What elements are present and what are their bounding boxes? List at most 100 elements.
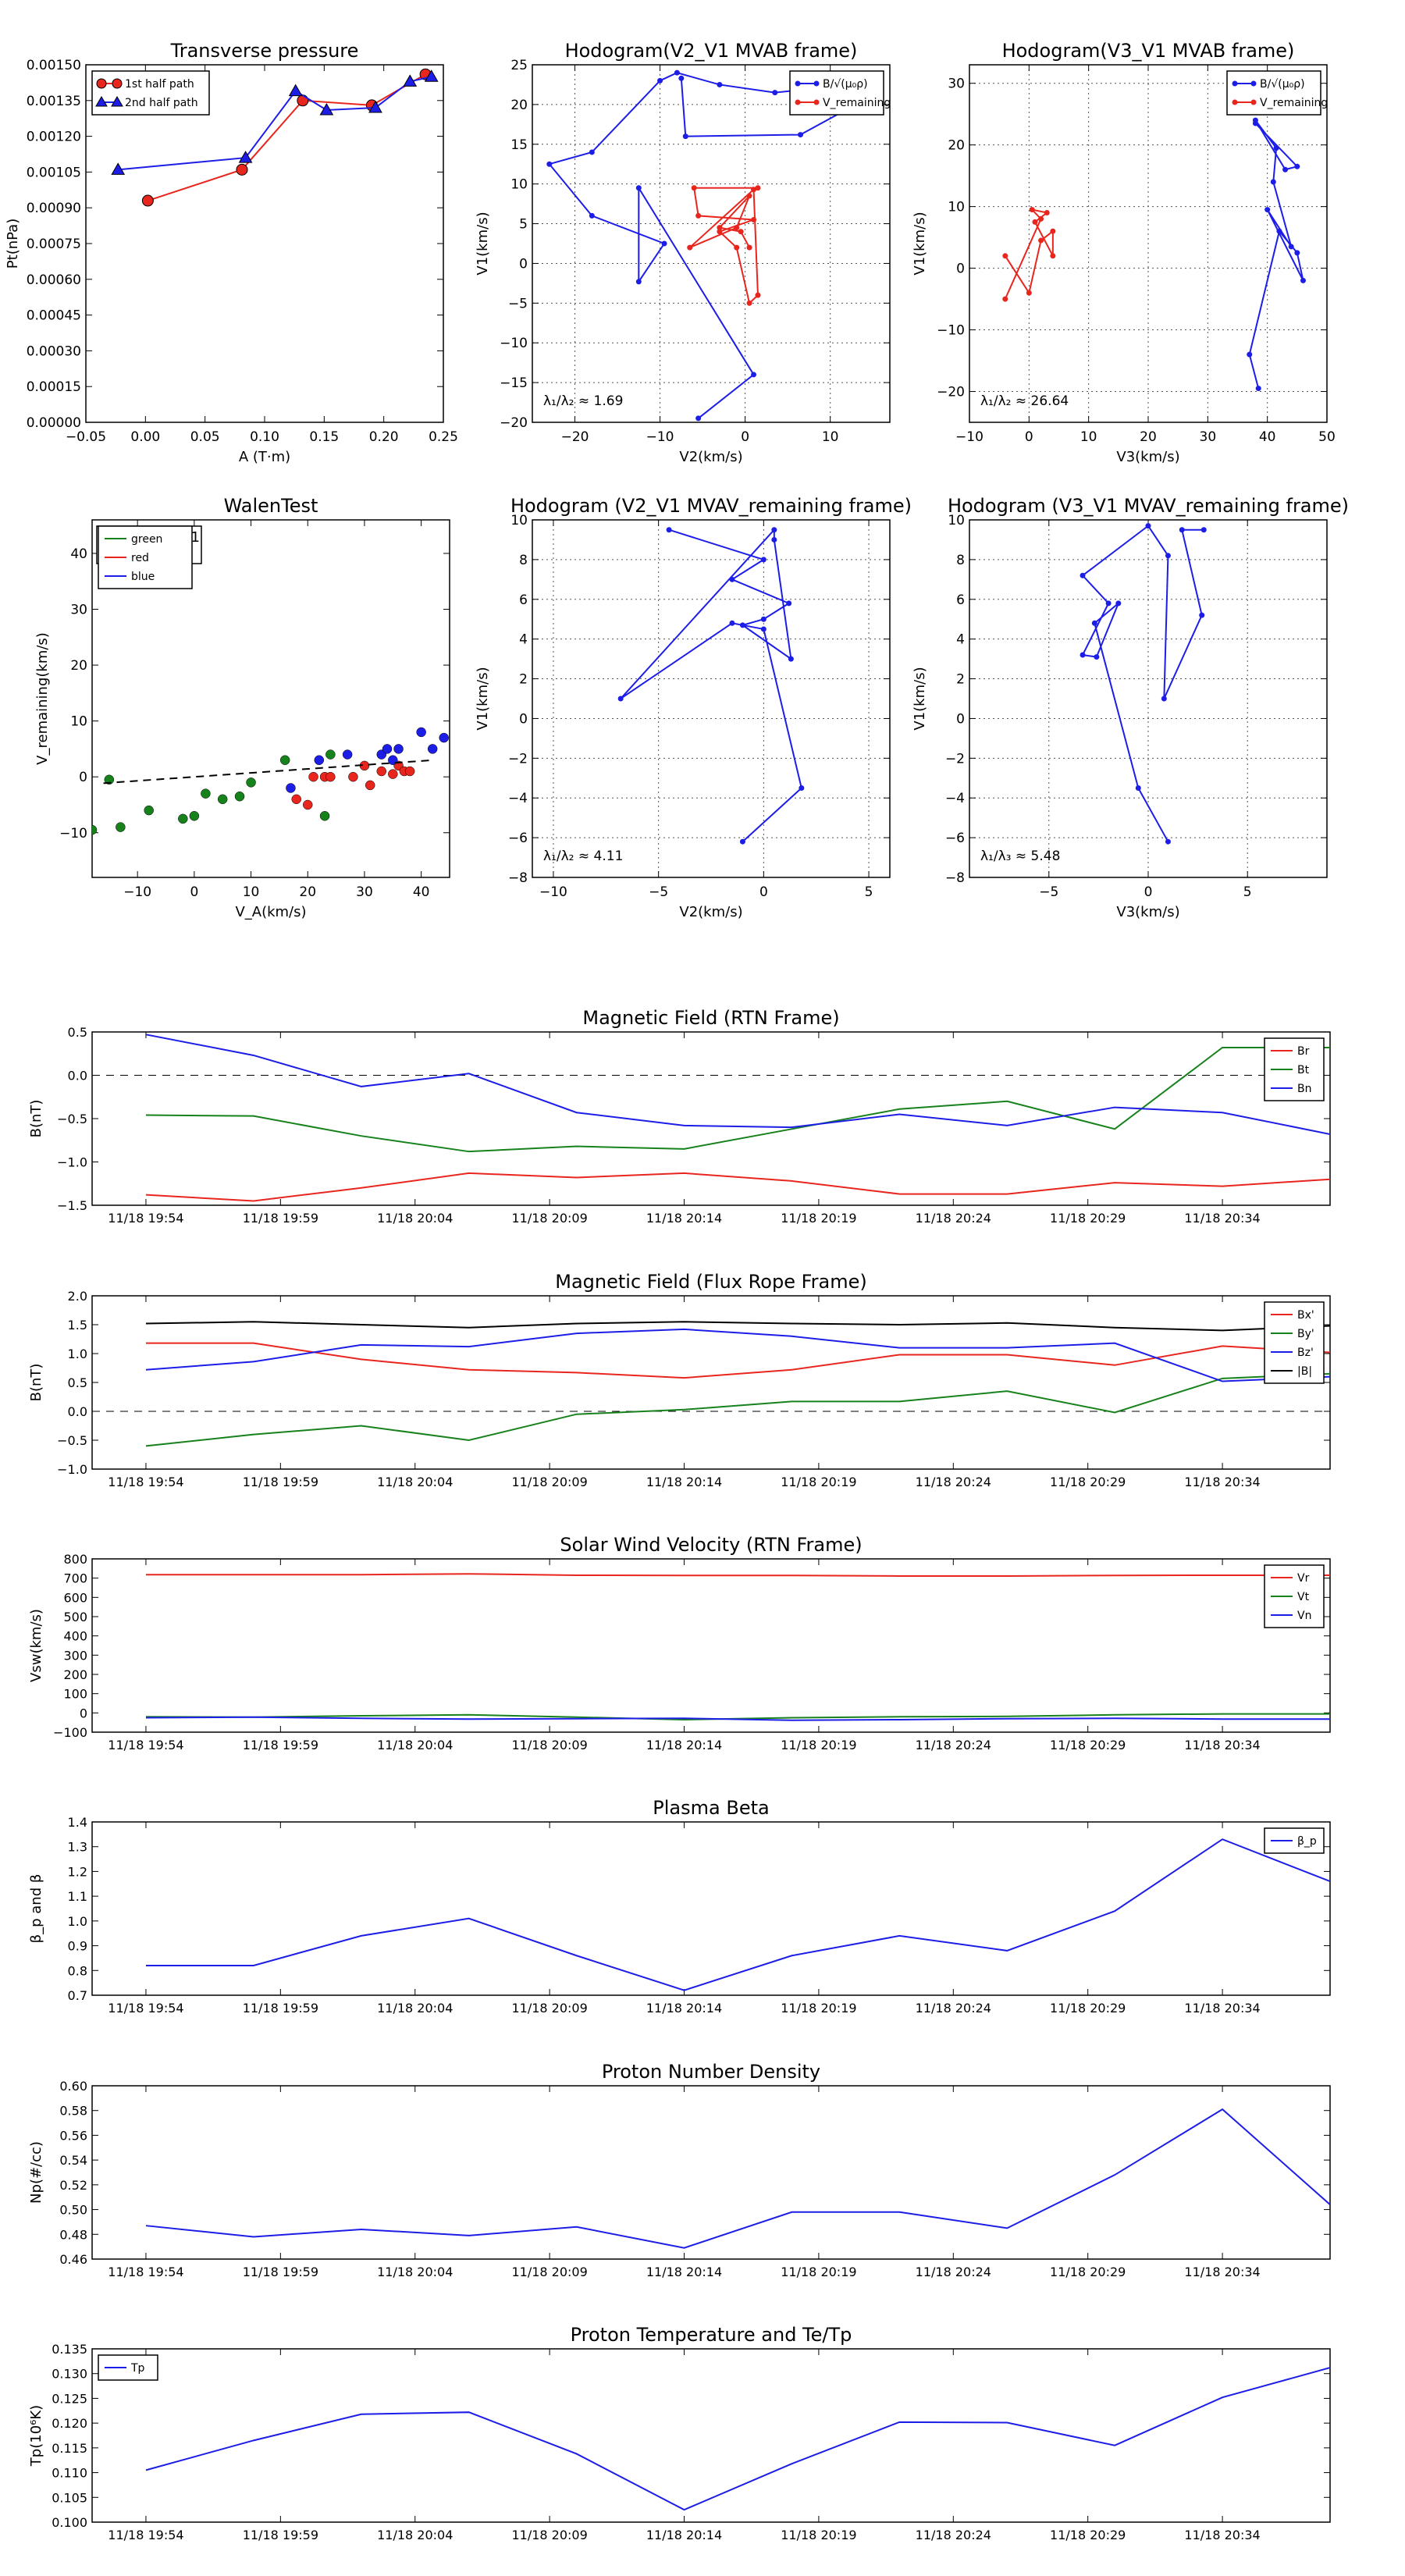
magnetic_field_flux_rope-series-line — [145, 1328, 1330, 1382]
walen_test-ytick-label: 30 — [70, 603, 87, 618]
magnetic_field_flux_rope-xtick-label: 11/18 20:24 — [916, 1475, 991, 1489]
solar_wind_velocity-data — [145, 1573, 1330, 1721]
hodogram_v3v1_mvab-xlabel: V3(km/s) — [1116, 449, 1179, 465]
hodogram_v3v1_mvav-marker — [1091, 620, 1097, 626]
magnetic_field_flux_rope-ylabel: B(nT) — [28, 1364, 44, 1402]
transverse_pressure-ytick-label: 0.00150 — [27, 58, 81, 73]
hodogram_v3v1_mvab-marker — [1044, 210, 1050, 216]
solar_wind_velocity-ytick-label: 0 — [80, 1706, 87, 1720]
walen_test-point — [144, 805, 154, 816]
hodogram_v2v1_mvab-ytick-label: −15 — [500, 375, 528, 391]
magnetic_field_flux_rope-ytick-label: 2.0 — [68, 1289, 87, 1304]
solar_wind_velocity-ytick-label: 200 — [63, 1667, 87, 1682]
hodogram_v3v1_mvab-marker — [1294, 250, 1300, 256]
hodogram_v2v1_mvav-marker — [760, 557, 767, 563]
walen_test-point — [303, 799, 313, 810]
hodogram_v3v1_mvav-xtick-label: 0 — [1144, 884, 1153, 900]
magnetic_field_rtn-ytick-label: −1.0 — [57, 1155, 87, 1170]
hodogram_v2v1_mvav-data — [617, 527, 805, 845]
walen_test-ylabel: V_remaining(km/s) — [34, 632, 51, 765]
magnetic_field_flux_rope-xtick-label: 11/18 20:34 — [1184, 1475, 1260, 1489]
magnetic_field_flux_rope-title: Magnetic Field (Flux Rope Frame) — [555, 1271, 866, 1293]
hodogram_v3v1_mvav-ytick-label: 0 — [956, 711, 965, 727]
walen_test-xtick-label: 10 — [243, 884, 260, 900]
hodogram_v2v1_mvav-xlabel: V2(km/s) — [679, 904, 742, 920]
hodogram_v2v1_mvab-xtick-label: 0 — [741, 429, 749, 445]
hodogram_v2v1_mvav-marker — [771, 536, 777, 543]
hodogram_v2v1_mvab-marker — [691, 185, 697, 191]
walen_test-xtick-label: −10 — [123, 884, 151, 900]
transverse_pressure-title: Transverse pressure — [170, 40, 359, 62]
proton_density-ytick-label: 0.54 — [59, 2153, 87, 2168]
walen_test-axes-frame — [91, 519, 450, 878]
solar_wind_velocity-xtick-label: 11/18 19:54 — [108, 1738, 183, 1752]
walen_test-point — [201, 788, 211, 799]
magnetic_field_rtn-xtick-label: 11/18 20:24 — [916, 1211, 991, 1226]
walen_test-point — [104, 774, 115, 785]
transverse_pressure-marker — [403, 74, 418, 87]
hodogram_v3v1_mvab-ytick-label: 20 — [948, 138, 965, 154]
transverse_pressure-legend-label: 2nd half path — [125, 97, 198, 109]
solar_wind_velocity-ytick-label: 300 — [63, 1648, 87, 1663]
walen_test-legend-label: red — [131, 552, 149, 564]
hodogram_v2v1_mvab-annotation: λ₁/λ₂ ≈ 1.69 — [543, 393, 623, 409]
hodogram_v3v1_mvav-xlabel: V3(km/s) — [1116, 904, 1179, 920]
hodogram_v3v1_mvav-marker — [1105, 600, 1112, 607]
walen_test-point — [314, 755, 325, 765]
magnetic_field_rtn-ytick-label: 0.5 — [68, 1025, 87, 1040]
hodogram_v2v1_mvab-marker — [734, 225, 740, 231]
hodogram_v3v1_mvab-xtick-label: 50 — [1318, 429, 1336, 445]
transverse_pressure-ytick-label: 0.00045 — [27, 308, 81, 324]
magnetic_field_flux_rope-legend-label: Bx' — [1297, 1309, 1314, 1322]
hodogram_v3v1_mvav-ytick-label: −2 — [945, 751, 965, 767]
magnetic_field_rtn-legend-label: Bt — [1297, 1064, 1310, 1076]
hodogram_v3v1_mvav-title: Hodogram (V3_V1 MVAV_remaining frame) — [948, 495, 1349, 517]
hodogram_v3v1_mvav-marker — [1080, 572, 1086, 578]
plasma_beta-legend-label: β_p — [1297, 1835, 1317, 1848]
hodogram_v2v1_mvab-marker — [717, 229, 723, 235]
plasma_beta-title: Plasma Beta — [653, 1797, 769, 1819]
hodogram_v3v1_mvav-ytick-label: −8 — [945, 870, 965, 886]
hodogram_v2v1_mvab-legend-marker — [813, 99, 820, 105]
plasma_beta-xtick-label: 11/18 20:24 — [916, 2001, 991, 2016]
hodogram_v3v1_mvav-xtick-label: 5 — [1243, 884, 1252, 900]
hodogram_v2v1_mvab-axes-frame — [532, 64, 891, 423]
walen_test-point — [246, 777, 256, 788]
proton_temperature-title: Proton Temperature and Te/Tp — [571, 2324, 852, 2346]
plasma_beta-ytick-label: 1.1 — [68, 1889, 87, 1904]
hodogram_v3v1_mvab-annotation: λ₁/λ₂ ≈ 26.64 — [980, 393, 1069, 409]
transverse_pressure-legend-label: 1st half path — [125, 78, 194, 91]
transverse_pressure-marker — [424, 69, 439, 82]
magnetic_field_rtn-legend-label: Bn — [1297, 1083, 1311, 1095]
hodogram_v2v1_mvab-ytick-label: −5 — [508, 296, 528, 311]
hodogram_v2v1_mvav-title: Hodogram (V2_V1 MVAV_remaining frame) — [510, 495, 912, 517]
walen_test-ytick-label: 0 — [79, 770, 87, 785]
transverse_pressure-ytick-label: 0.00075 — [27, 237, 81, 252]
hodogram_v3v1_mvab-marker — [1300, 277, 1306, 283]
proton_density-xtick-label: 11/18 20:04 — [377, 2265, 453, 2279]
hodogram_v3v1_mvav-marker — [1145, 523, 1151, 529]
walen_test-legend-label: green — [131, 533, 162, 546]
transverse_pressure-ytick-label: 0.00060 — [27, 272, 81, 288]
magnetic_field_flux_rope-xtick-label: 11/18 20:19 — [781, 1475, 856, 1489]
hodogram_v2v1_mvav-marker — [739, 622, 745, 628]
transverse_pressure-ytick-label: 0.00015 — [27, 379, 81, 395]
walen_test-point — [189, 811, 200, 821]
solar_wind_velocity-xtick-label: 11/18 20:29 — [1050, 1738, 1126, 1752]
hodogram_v3v1_mvab-xtick-label: 40 — [1259, 429, 1276, 445]
walen_test-point — [416, 727, 426, 738]
hodogram_v2v1_mvav-ytick-label: 10 — [510, 513, 528, 528]
magnetic_field_rtn-ytick-label: 0.0 — [68, 1069, 87, 1083]
plasma_beta-ytick-label: 1.3 — [68, 1840, 87, 1855]
proton_density-series-line — [145, 2108, 1330, 2249]
hodogram_v3v1_mvab-xtick-label: 30 — [1200, 429, 1217, 445]
walen_test-legend-label: blue — [131, 571, 155, 583]
walen_test-point — [365, 780, 375, 791]
hodogram_v3v1_mvab-xtick-label: −10 — [955, 429, 984, 445]
solar_wind_velocity-legend-label: Vt — [1297, 1591, 1310, 1603]
hodogram_v2v1_mvab-marker — [657, 77, 663, 84]
magnetic_field_rtn-series-line — [145, 1046, 1330, 1153]
proton_density-xtick-label: 11/18 19:59 — [243, 2265, 318, 2279]
magnetic_field_flux_rope-ytick-label: 1.5 — [68, 1318, 87, 1332]
walen_test-point — [291, 794, 301, 805]
